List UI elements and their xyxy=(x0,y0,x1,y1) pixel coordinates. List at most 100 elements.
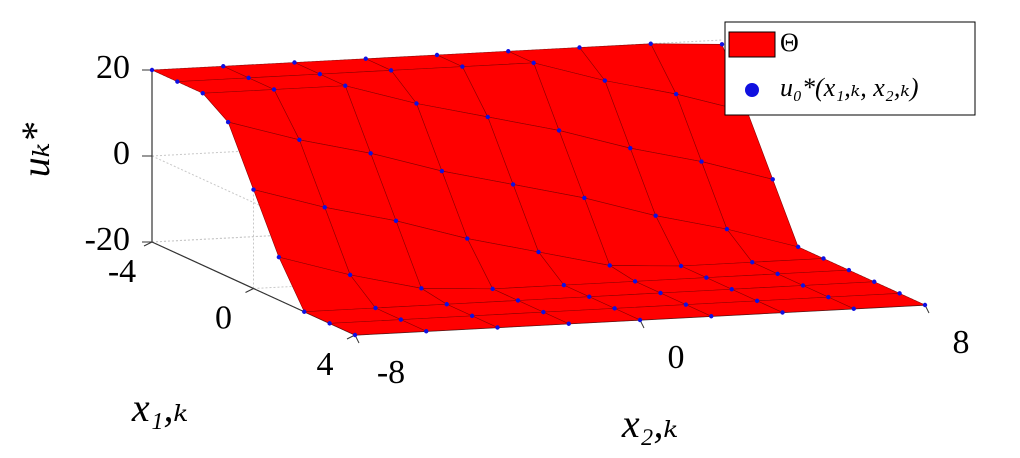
z-axis-label: uₖ* xyxy=(13,123,58,178)
data-point xyxy=(800,283,806,288)
data-point xyxy=(770,177,775,182)
data-point xyxy=(587,294,592,299)
data-point xyxy=(536,249,541,255)
data-point xyxy=(225,119,231,125)
data-point xyxy=(851,306,856,311)
data-point xyxy=(561,282,567,288)
data-point xyxy=(846,267,852,273)
data-point xyxy=(200,91,205,96)
data-point xyxy=(683,302,689,307)
data-point xyxy=(490,286,495,292)
data-point xyxy=(541,309,546,315)
data-point xyxy=(637,317,643,323)
data-point xyxy=(322,205,327,210)
data-point xyxy=(775,271,780,277)
data-point xyxy=(327,321,332,326)
data-point xyxy=(821,256,826,261)
data-point xyxy=(872,279,877,284)
data-point xyxy=(439,168,445,174)
data-point xyxy=(444,302,449,307)
data-point xyxy=(602,78,608,83)
x-tick-label: 8 xyxy=(953,324,970,361)
data-point xyxy=(922,302,928,308)
legend-marker xyxy=(745,83,759,97)
data-point xyxy=(653,213,658,218)
data-point xyxy=(704,275,709,280)
data-point xyxy=(149,67,155,73)
y-tick xyxy=(245,288,254,293)
data-point xyxy=(460,64,465,69)
data-point xyxy=(302,309,307,314)
data-point xyxy=(317,71,323,77)
z-tick-label: 20 xyxy=(96,49,130,86)
data-point xyxy=(398,317,404,322)
data-point xyxy=(414,101,419,106)
data-point xyxy=(419,286,424,291)
data-point xyxy=(465,236,470,241)
legend-label: u₀*(x₁,ₖ, x₂,ₖ) xyxy=(780,73,918,102)
data-point xyxy=(424,329,429,334)
data-point xyxy=(373,305,378,311)
data-point xyxy=(297,137,302,143)
x-axis-label: x₂,ₖ xyxy=(621,401,678,446)
data-point xyxy=(363,56,368,61)
x-tick-label: 0 xyxy=(668,339,685,376)
y-tick xyxy=(143,241,153,247)
data-point xyxy=(556,128,562,133)
data-point xyxy=(754,298,760,304)
x-tick-label: -8 xyxy=(377,354,405,391)
data-point xyxy=(709,314,714,319)
data-point xyxy=(607,263,612,268)
data-point xyxy=(531,60,536,66)
data-point xyxy=(648,41,653,46)
data-point xyxy=(469,313,475,319)
data-point xyxy=(897,291,902,296)
data-point xyxy=(628,145,633,151)
data-point xyxy=(795,244,801,250)
y-tick-label: 4 xyxy=(317,346,334,383)
data-point xyxy=(632,279,638,284)
data-point xyxy=(271,87,277,92)
z-tick-label: -20 xyxy=(85,221,130,258)
data-point xyxy=(506,49,511,54)
legend-swatch xyxy=(728,31,776,58)
data-point xyxy=(510,182,516,187)
legend-label: Θ xyxy=(780,28,799,57)
data-point xyxy=(352,332,358,338)
data-point xyxy=(577,45,582,50)
data-point xyxy=(724,226,730,232)
data-point xyxy=(780,310,785,315)
data-point xyxy=(221,64,226,69)
y-tick-label: 0 xyxy=(215,299,232,336)
data-point xyxy=(582,195,587,201)
z-tick-label: 0 xyxy=(113,135,130,172)
grid-line xyxy=(151,155,356,250)
data-point xyxy=(719,42,725,47)
data-point xyxy=(495,325,500,330)
data-point xyxy=(175,79,180,84)
data-point xyxy=(515,298,521,303)
y-tick-label: -4 xyxy=(108,253,136,290)
y-axis-label: x₁,ₖ xyxy=(131,385,188,430)
legend: Θu₀*(x₁,ₖ, x₂,ₖ) xyxy=(724,21,976,116)
data-point xyxy=(699,159,704,164)
data-point xyxy=(485,114,490,120)
data-point xyxy=(347,272,353,278)
data-point xyxy=(292,60,297,65)
data-point xyxy=(434,52,440,58)
data-point xyxy=(368,151,373,156)
data-point xyxy=(750,260,755,265)
data-point xyxy=(729,287,734,292)
data-point xyxy=(612,306,617,311)
data-point xyxy=(658,290,663,296)
data-point xyxy=(393,218,399,223)
data-point xyxy=(826,294,831,300)
data-point xyxy=(566,321,571,326)
data-point xyxy=(276,254,282,260)
data-point xyxy=(388,68,394,73)
data-point xyxy=(678,263,684,269)
data-point xyxy=(673,91,679,97)
data-point xyxy=(251,187,256,192)
data-point xyxy=(246,75,251,81)
